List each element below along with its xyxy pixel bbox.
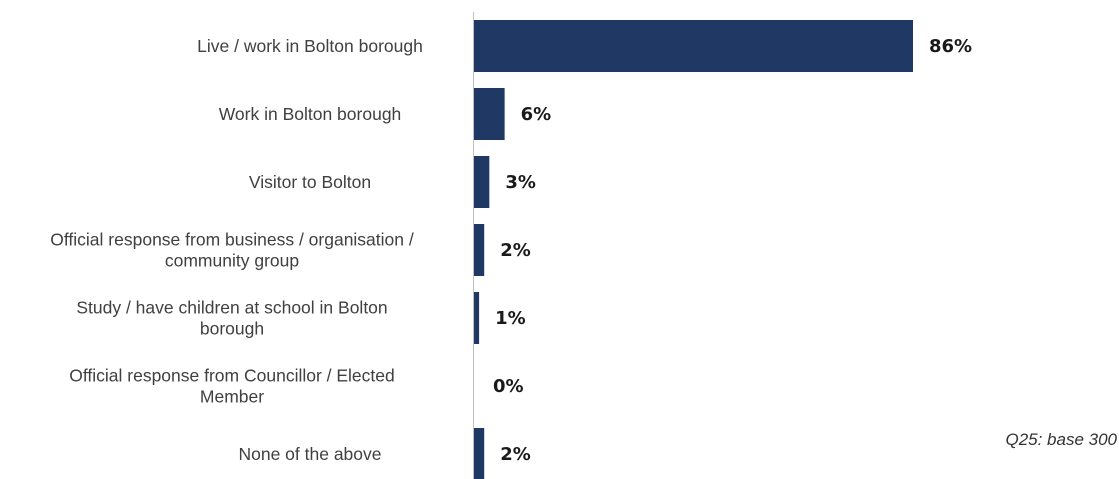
category-label: Study / have children at school in Bolto…	[76, 298, 387, 339]
value-label: 1%	[495, 308, 526, 329]
bar	[474, 156, 490, 208]
category-label: Official response from Councillor / Elec…	[69, 366, 395, 407]
category-label: Official response from business / organi…	[50, 230, 414, 271]
bar	[474, 292, 480, 344]
value-label: 3%	[505, 172, 536, 193]
bar	[474, 428, 485, 479]
bar	[474, 88, 505, 140]
base-footnote: Q25: base 300	[1005, 430, 1117, 449]
bar	[474, 20, 913, 72]
category-label: None of the above	[238, 444, 381, 464]
value-label: 6%	[521, 104, 552, 125]
bar	[474, 224, 485, 276]
category-label: Visitor to Bolton	[249, 172, 371, 192]
value-label: 2%	[500, 240, 531, 261]
value-label: 2%	[500, 444, 531, 465]
category-label: Live / work in Bolton borough	[197, 36, 423, 56]
value-label: 86%	[929, 36, 972, 57]
category-label: Work in Bolton borough	[219, 104, 402, 124]
value-label: 0%	[493, 376, 524, 397]
